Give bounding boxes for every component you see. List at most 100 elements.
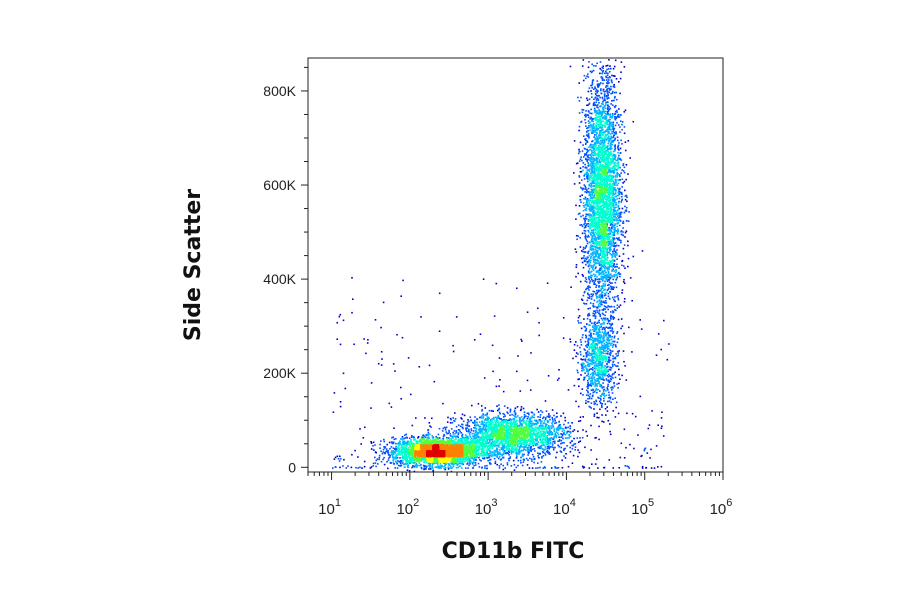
data-point [515, 466, 518, 469]
data-point [369, 467, 372, 469]
data-point [462, 427, 464, 430]
data-point [488, 417, 490, 419]
data-point [468, 459, 470, 461]
data-point [514, 416, 517, 418]
data-point [523, 448, 525, 450]
data-point [597, 340, 599, 342]
data-point [590, 376, 593, 379]
data-point [372, 465, 375, 467]
data-point [608, 297, 611, 300]
data-point [610, 240, 612, 242]
data-point [612, 199, 614, 202]
data-point [624, 465, 627, 467]
data-point [414, 465, 417, 467]
data-point [588, 214, 591, 217]
data-point [612, 130, 615, 133]
data-point [569, 446, 571, 449]
data-point [597, 157, 599, 159]
data-point [398, 442, 401, 444]
data-point [610, 167, 613, 170]
data-point [370, 466, 373, 468]
data-point [508, 419, 511, 421]
data-point [596, 331, 599, 334]
data-point [605, 276, 608, 278]
data-point [392, 456, 394, 459]
data-point [567, 389, 570, 391]
data-point [610, 137, 613, 139]
data-point [540, 428, 543, 430]
data-point [609, 378, 612, 380]
data-point [618, 179, 621, 181]
data-point [489, 454, 491, 457]
data-point [600, 268, 602, 271]
data-point [357, 467, 359, 469]
data-point [613, 157, 616, 159]
data-point [512, 459, 515, 462]
data-point [614, 174, 617, 177]
data-point [479, 416, 481, 419]
data-point [498, 453, 500, 456]
data-point [594, 323, 597, 326]
data-point [611, 147, 613, 150]
data-point [529, 423, 531, 425]
data-point [599, 83, 601, 85]
data-point [535, 423, 538, 426]
data-point [431, 435, 434, 437]
data-point [621, 199, 623, 202]
data-point [593, 391, 596, 393]
data-point [609, 291, 611, 293]
data-point [400, 386, 402, 389]
data-point [579, 280, 582, 283]
data-point [661, 425, 663, 428]
data-point [604, 350, 606, 352]
data-point [615, 365, 617, 367]
data-point [591, 358, 594, 360]
data-point [613, 155, 616, 158]
data-point [351, 277, 353, 279]
data-point [404, 437, 407, 439]
data-point [593, 134, 596, 136]
data-point [608, 250, 611, 252]
data-point [613, 276, 616, 278]
data-point [510, 450, 512, 452]
data-point [624, 365, 626, 367]
data-point [513, 419, 515, 421]
data-point [595, 329, 597, 332]
data-point [616, 194, 618, 197]
data-point [603, 98, 606, 100]
data-point [332, 411, 335, 413]
data-point [610, 223, 612, 225]
data-point [589, 393, 592, 395]
data-point [619, 147, 622, 150]
data-point [584, 173, 587, 176]
data-point [486, 457, 488, 459]
data-point [417, 436, 420, 438]
data-point [598, 236, 600, 239]
data-point [385, 448, 388, 450]
data-point [498, 451, 501, 454]
data-point [617, 194, 620, 197]
data-point [600, 395, 602, 397]
data-point [601, 66, 603, 69]
data-point [621, 169, 623, 171]
data-point [597, 290, 600, 293]
data-point [604, 306, 607, 308]
data-point [473, 435, 476, 438]
data-point [600, 277, 602, 280]
data-point [598, 272, 600, 274]
data-point [594, 325, 596, 327]
data-point [584, 163, 586, 166]
data-point [598, 278, 601, 281]
data-point [491, 417, 494, 420]
data-point [629, 157, 631, 159]
data-point [510, 447, 513, 449]
data-point [556, 379, 559, 381]
data-point [580, 170, 583, 173]
data-point [590, 183, 593, 186]
data-point [594, 280, 596, 282]
data-point [344, 387, 347, 390]
data-point [609, 342, 612, 345]
data-point [606, 128, 608, 131]
data-point [626, 412, 628, 415]
data-point [588, 263, 591, 265]
